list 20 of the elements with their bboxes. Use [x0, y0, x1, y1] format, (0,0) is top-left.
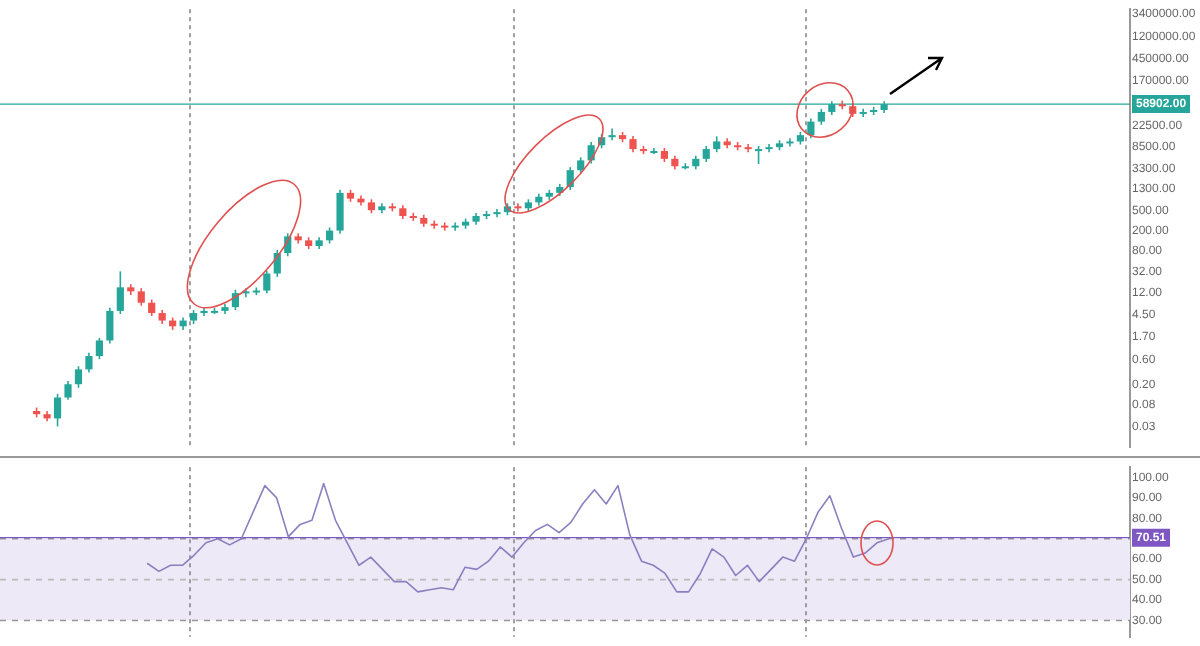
- candlestick: [74, 365, 83, 389]
- candlestick: [608, 127, 616, 142]
- candlestick: [430, 219, 438, 230]
- candlestick: [336, 189, 344, 235]
- candlestick: [744, 143, 752, 153]
- candlestick: [859, 108, 867, 118]
- candlestick: [95, 337, 103, 360]
- candlestick: [786, 137, 794, 148]
- candlestick: [53, 393, 62, 428]
- candlestick: [85, 352, 93, 374]
- candlestick: [409, 212, 417, 222]
- candlestick: [263, 269, 271, 294]
- candlestick: [514, 202, 522, 213]
- candlestick: [765, 143, 773, 153]
- candlestick: [807, 117, 815, 140]
- candlestick: [64, 380, 72, 401]
- candlestick: [451, 221, 459, 232]
- candlestick: [116, 270, 124, 315]
- candlestick: [106, 307, 114, 345]
- candlestick: [493, 208, 501, 218]
